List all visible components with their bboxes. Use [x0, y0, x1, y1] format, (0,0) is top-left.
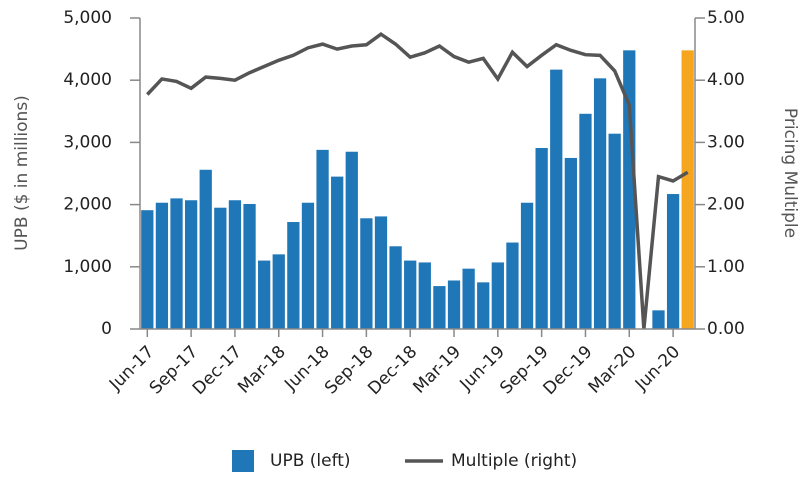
x-tick-label: Dec-18	[364, 342, 421, 399]
bar	[404, 260, 417, 329]
bar	[477, 282, 490, 329]
bar	[418, 262, 431, 329]
y2-tick-label: 4.00	[707, 70, 745, 90]
bar	[389, 246, 402, 329]
x-tick-label: Dec-19	[539, 342, 596, 399]
y2-tick-label: 0.00	[707, 319, 745, 339]
bar	[564, 157, 577, 329]
bar	[170, 198, 183, 329]
bar	[345, 151, 358, 329]
bar	[491, 262, 504, 329]
bar	[243, 203, 256, 329]
x-tick-label: Mar-18	[234, 342, 290, 398]
bar	[550, 69, 563, 329]
bar	[681, 50, 694, 330]
bar	[214, 207, 227, 329]
y-tick-label: 1,000	[63, 257, 112, 277]
bar	[462, 268, 475, 329]
y-tick-label: 3,000	[63, 132, 112, 152]
bar	[374, 216, 388, 329]
bar	[579, 113, 592, 330]
y-tick-label: 4,000	[63, 70, 112, 90]
bar	[184, 200, 198, 329]
bar	[593, 78, 607, 329]
x-tick-label: Jun-20	[631, 342, 684, 395]
bar	[623, 50, 636, 330]
bar	[301, 202, 315, 329]
y2-tick-label: 3.00	[707, 132, 745, 152]
bar	[272, 254, 285, 329]
bar	[316, 149, 329, 329]
bar	[141, 210, 154, 329]
bar	[433, 286, 446, 329]
y2-axis-label: Pricing Multiple	[780, 108, 800, 238]
bar	[155, 202, 169, 329]
bar	[258, 260, 271, 329]
y-tick-label: 0	[101, 319, 112, 339]
legend-label: Multiple (right)	[451, 451, 577, 471]
bar	[331, 176, 344, 329]
legend-swatch	[232, 450, 254, 472]
y-tick-label: 5,000	[63, 8, 112, 28]
y2-tick-label: 2.00	[707, 195, 745, 215]
bar	[535, 147, 548, 329]
legend-label: UPB (left)	[270, 451, 351, 471]
y2-tick-label: 5.00	[707, 8, 745, 28]
bar	[287, 222, 300, 329]
line	[146, 32, 689, 330]
y2-tick-label: 1.00	[707, 257, 745, 277]
bar	[506, 242, 519, 329]
x-tick-label: Mar-19	[409, 342, 465, 398]
bar	[228, 200, 242, 329]
y-axis-label: UPB ($ in millions)	[12, 95, 32, 251]
bar	[608, 133, 621, 329]
bar	[447, 280, 461, 329]
bar	[652, 310, 665, 329]
bar	[199, 169, 212, 329]
bar	[360, 218, 373, 329]
bar	[520, 202, 534, 329]
x-tick-label: Dec-17	[189, 342, 246, 399]
y-tick-label: 2,000	[63, 195, 112, 215]
x-tick-label: Mar-20	[585, 342, 641, 398]
bar	[666, 194, 680, 329]
